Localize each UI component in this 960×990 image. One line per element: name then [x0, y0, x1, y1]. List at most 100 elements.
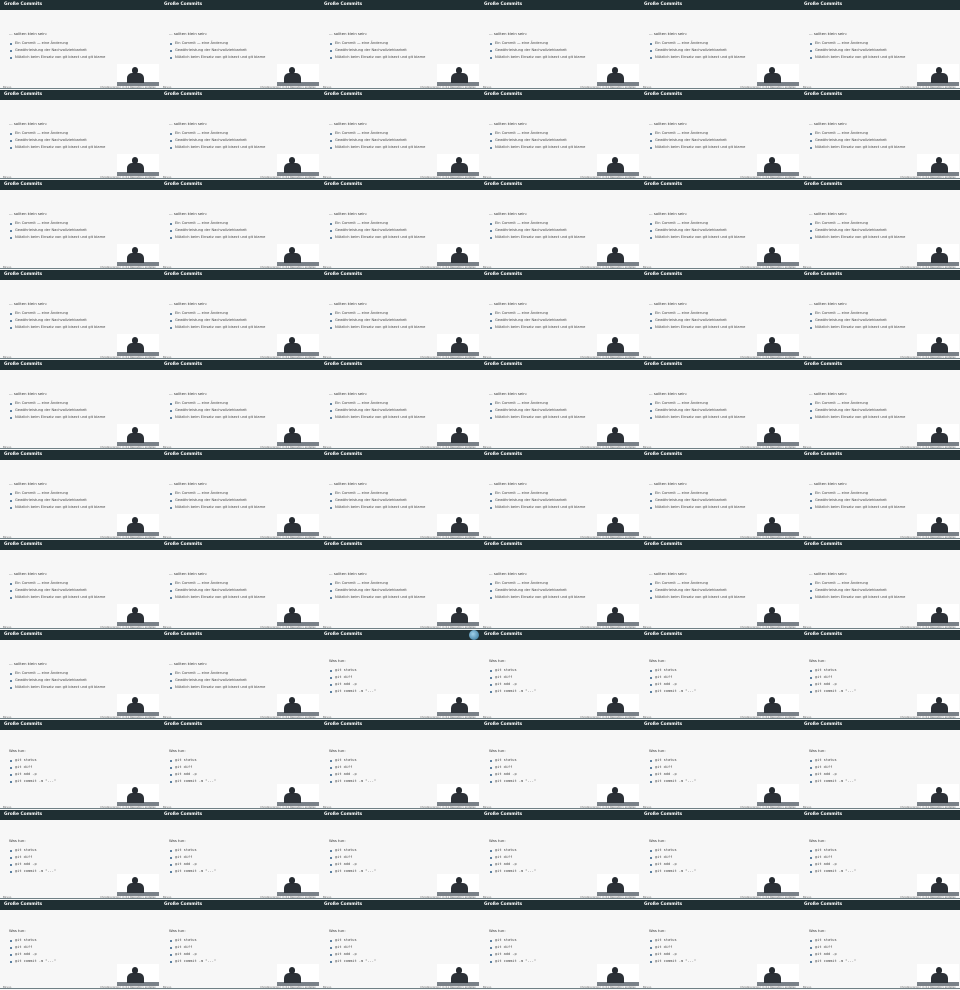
video-frame-thumbnail[interactable]: Große Commits ... sollten klein sein: Ein …: [640, 0, 800, 90]
video-frame-thumbnail[interactable]: Große Commits ... sollten klein sein: Ein …: [480, 270, 640, 360]
slide-heading: ... sollten klein sein:: [169, 481, 207, 486]
slide-bullet-list: Ein Commit — eine Änderung Gewährleistung…: [10, 310, 105, 331]
video-frame-thumbnail[interactable]: Große Commits Was tun: git status git diff g…: [480, 810, 640, 900]
video-frame-thumbnail[interactable]: Große Commits ... sollten klein sein: Ein …: [0, 180, 160, 270]
video-frame-thumbnail[interactable]: Große Commits Was tun: git status git diff g…: [640, 900, 800, 990]
video-frame-thumbnail[interactable]: Große Commits Was tun: git status git diff g…: [320, 810, 480, 900]
video-frame-thumbnail[interactable]: Große Commits Was tun: git status git diff g…: [800, 810, 960, 900]
video-frame-thumbnail[interactable]: Große Commits ... sollten klein sein: Ein …: [800, 180, 960, 270]
video-frame-thumbnail[interactable]: Große Commits Was tun: git status git diff g…: [640, 720, 800, 810]
slide-heading: Was tun:: [649, 658, 666, 663]
video-frame-thumbnail[interactable]: Große Commits ... sollten klein sein: Ein …: [0, 540, 160, 630]
slide-bullet-item: git status: [170, 757, 216, 764]
desk-shape: [597, 532, 639, 536]
video-frame-thumbnail[interactable]: Große Commits Was tun: git status git diff g…: [800, 720, 960, 810]
slide-bullet-item: Ein Commit — eine Änderung: [650, 310, 745, 317]
video-frame-thumbnail[interactable]: Große Commits ... sollten klein sein: Ein …: [480, 450, 640, 540]
slide-bullet-item: Nützlich beim Einsatz von git bisect und…: [170, 144, 265, 151]
desk-shape: [597, 982, 639, 986]
slide-bullet-item: Gewährleistung der Nachvollziehbarkeit: [10, 227, 105, 234]
slide-bullet-item: Nützlich beim Einsatz von git bisect und…: [330, 144, 425, 151]
video-frame-thumbnail[interactable]: Große Commits ... sollten klein sein: Ein …: [160, 180, 320, 270]
video-frame-thumbnail[interactable]: Große Commits Was tun: git status git diff g…: [800, 900, 960, 990]
video-frame-thumbnail[interactable]: Große Commits ... sollten klein sein: Ein …: [800, 270, 960, 360]
video-frame-thumbnail[interactable]: Große Commits ... sollten klein sein: Ein …: [640, 180, 800, 270]
video-frame-thumbnail[interactable]: Große Commits ... sollten klein sein: Ein …: [0, 0, 160, 90]
presenter-body-shape: [607, 253, 624, 263]
video-frame-thumbnail[interactable]: Große Commits ... sollten klein sein: Ein …: [640, 270, 800, 360]
video-frame-thumbnail[interactable]: Große Commits ... sollten klein sein: Ein …: [800, 90, 960, 180]
video-frame-thumbnail[interactable]: Große Commits ... sollten klein sein: Ein …: [160, 630, 320, 720]
video-frame-thumbnail[interactable]: Große Commits ... sollten klein sein: Ein …: [320, 90, 480, 180]
video-frame-thumbnail[interactable]: Große Commits ... sollten klein sein: Ein …: [800, 540, 960, 630]
slide-header-title: Große Commits: [320, 900, 480, 910]
video-frame-thumbnail[interactable]: Große Commits Was tun: git status git diff g…: [0, 720, 160, 810]
video-frame-thumbnail[interactable]: Große Commits Was tun: git status git diff g…: [480, 630, 640, 720]
video-frame-thumbnail[interactable]: Große Commits ... sollten klein sein: Ein …: [320, 270, 480, 360]
video-frame-thumbnail[interactable]: Große Commits ... sollten klein sein: Ein …: [800, 0, 960, 90]
video-frame-thumbnail[interactable]: Große Commits ... sollten klein sein: Ein …: [0, 360, 160, 450]
video-frame-thumbnail[interactable]: Große Commits ... sollten klein sein: Ein …: [0, 90, 160, 180]
video-frame-thumbnail[interactable]: Große Commits ... sollten klein sein: Ein …: [0, 450, 160, 540]
slide-bullet-item: Gewährleistung der Nachvollziehbarkeit: [810, 47, 905, 54]
video-frame-thumbnail[interactable]: Große Commits Was tun: git status git diff g…: [160, 810, 320, 900]
video-frame-thumbnail[interactable]: Große Commits ... sollten klein sein: Ein …: [480, 360, 640, 450]
slide-bullet-item: Gewährleistung der Nachvollziehbarkeit: [330, 47, 425, 54]
video-frame-thumbnail[interactable]: Große Commits ... sollten klein sein: Ein …: [160, 540, 320, 630]
slide-bullet-item: Ein Commit — eine Änderung: [810, 220, 905, 227]
video-frame-thumbnail[interactable]: Große Commits Was tun: git status git diff g…: [640, 810, 800, 900]
video-frame-thumbnail[interactable]: Große Commits ... sollten klein sein: Ein …: [480, 180, 640, 270]
footer-title-label: Christina Grigo | in 4.x Repository erst…: [740, 716, 796, 719]
video-frame-thumbnail[interactable]: Große Commits ... sollten klein sein: Ein …: [320, 360, 480, 450]
video-frame-thumbnail[interactable]: Große Commits ... sollten klein sein: Ein …: [480, 540, 640, 630]
video-frame-thumbnail[interactable]: Große Commits ... sollten klein sein: Ein …: [320, 540, 480, 630]
presenter-body-shape: [127, 973, 144, 983]
webcam-presenter-overlay: [277, 694, 319, 716]
slide-footer: Biruyo Christina Grigo | in 4.x Repositor…: [160, 536, 320, 540]
video-frame-thumbnail[interactable]: Große Commits ... sollten klein sein: Ein …: [160, 90, 320, 180]
slide-heading: Was tun:: [489, 658, 506, 663]
video-frame-thumbnail[interactable]: Große Commits ... sollten klein sein: Ein …: [640, 450, 800, 540]
footer-title-label: Christina Grigo | in 4.x Repository erst…: [100, 716, 156, 719]
video-frame-thumbnail[interactable]: Große Commits Was tun: git status git diff g…: [320, 630, 480, 720]
video-frame-thumbnail[interactable]: Große Commits Was tun: git status git diff g…: [0, 900, 160, 990]
webcam-presenter-overlay: [757, 964, 799, 986]
video-frame-thumbnail[interactable]: Große Commits ... sollten klein sein: Ein …: [320, 180, 480, 270]
video-frame-thumbnail[interactable]: Große Commits ... sollten klein sein: Ein …: [160, 360, 320, 450]
video-frame-thumbnail[interactable]: Große Commits ... sollten klein sein: Ein …: [480, 0, 640, 90]
slide-footer: Biruyo Christina Grigo | in 4.x Repositor…: [640, 446, 800, 450]
video-frame-thumbnail[interactable]: Große Commits ... sollten klein sein: Ein …: [160, 270, 320, 360]
video-frame-thumbnail[interactable]: Große Commits ... sollten klein sein: Ein …: [800, 360, 960, 450]
video-frame-thumbnail[interactable]: Große Commits ... sollten klein sein: Ein …: [800, 450, 960, 540]
slide-bullet-item: git diff: [650, 764, 696, 771]
video-frame-thumbnail[interactable]: Große Commits ... sollten klein sein: Ein …: [640, 360, 800, 450]
video-frame-thumbnail[interactable]: Große Commits Was tun: git status git diff g…: [0, 810, 160, 900]
video-frame-thumbnail[interactable]: Große Commits ... sollten klein sein: Ein …: [0, 270, 160, 360]
video-frame-thumbnail[interactable]: Große Commits ... sollten klein sein: Ein …: [640, 540, 800, 630]
video-frame-thumbnail[interactable]: Große Commits ... sollten klein sein: Ein …: [0, 630, 160, 720]
video-frame-thumbnail[interactable]: Große Commits Was tun: git status git diff g…: [800, 630, 960, 720]
video-frame-thumbnail[interactable]: Große Commits Was tun: git status git diff g…: [160, 720, 320, 810]
video-frame-thumbnail[interactable]: Große Commits ... sollten klein sein: Ein …: [320, 0, 480, 90]
webcam-presenter-overlay: [437, 694, 479, 716]
video-frame-thumbnail[interactable]: Große Commits Was tun: git status git diff g…: [640, 630, 800, 720]
video-frame-thumbnail[interactable]: Große Commits Was tun: git status git diff g…: [480, 720, 640, 810]
video-frame-thumbnail[interactable]: Große Commits ... sollten klein sein: Ein …: [160, 450, 320, 540]
presenter-head-shape: [612, 337, 618, 344]
presenter-head-shape: [612, 607, 618, 614]
video-frame-thumbnail[interactable]: Große Commits Was tun: git status git diff g…: [160, 900, 320, 990]
presenter-body-shape: [764, 793, 781, 803]
slide-heading: ... sollten klein sein:: [169, 301, 207, 306]
video-frame-thumbnail[interactable]: Große Commits Was tun: git status git diff g…: [480, 900, 640, 990]
slide-bullet-item: git add -p: [650, 951, 696, 958]
slide-bullet-item: git diff: [330, 674, 376, 681]
slide-heading: ... sollten klein sein:: [329, 481, 367, 486]
video-frame-thumbnail[interactable]: Große Commits ... sollten klein sein: Ein …: [480, 90, 640, 180]
video-frame-thumbnail[interactable]: Große Commits ... sollten klein sein: Ein …: [640, 90, 800, 180]
video-frame-thumbnail[interactable]: Große Commits ... sollten klein sein: Ein …: [160, 0, 320, 90]
footer-title-label: Christina Grigo | in 4.x Repository erst…: [420, 626, 476, 629]
video-frame-thumbnail[interactable]: Große Commits ... sollten klein sein: Ein …: [320, 450, 480, 540]
video-frame-thumbnail[interactable]: Große Commits Was tun: git status git diff g…: [320, 900, 480, 990]
video-frame-thumbnail[interactable]: Große Commits Was tun: git status git diff g…: [320, 720, 480, 810]
footer-author-label: Biruyo: [643, 356, 652, 359]
